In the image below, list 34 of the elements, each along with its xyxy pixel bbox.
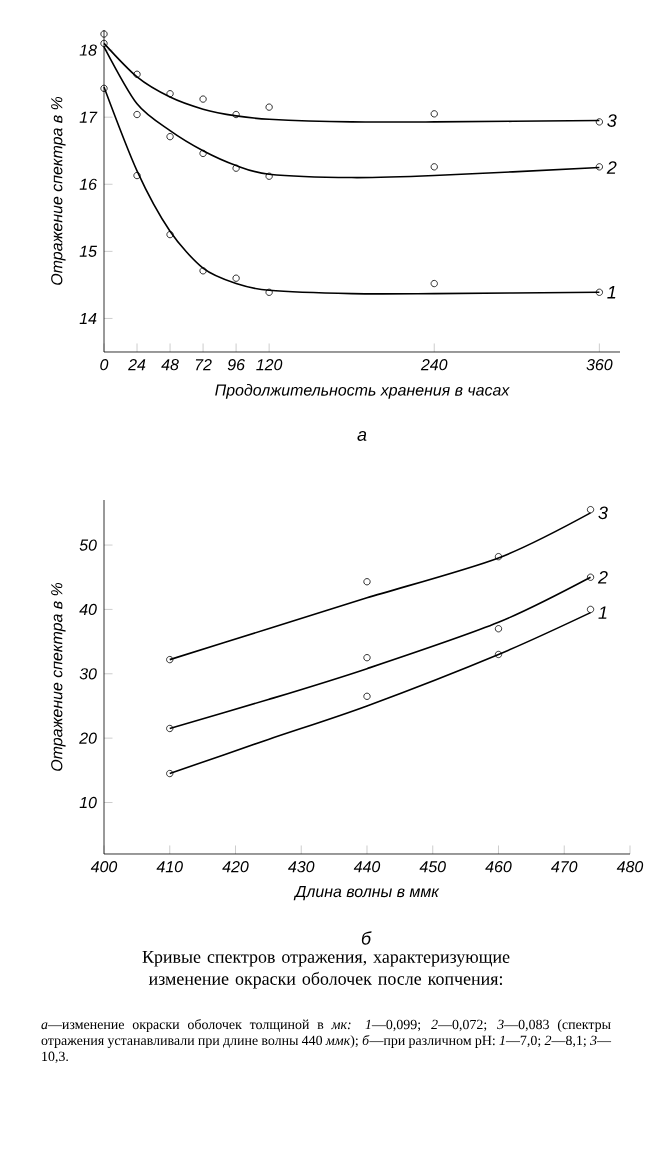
point <box>494 553 503 561</box>
series-label: 3 <box>598 506 608 520</box>
point <box>232 274 240 282</box>
point <box>265 103 273 111</box>
point <box>363 578 371 586</box>
point <box>494 625 503 633</box>
point <box>166 90 174 98</box>
point <box>232 164 240 172</box>
series-label: 2 <box>597 570 608 584</box>
series-label: 1 <box>607 286 616 299</box>
point <box>199 95 207 103</box>
text: б <box>361 931 372 945</box>
point <box>232 110 240 119</box>
point <box>166 231 174 239</box>
point <box>133 70 141 78</box>
point <box>199 149 207 158</box>
series-label: 1 <box>598 606 607 619</box>
point <box>199 267 207 275</box>
series-label: 3 <box>607 114 617 127</box>
point <box>133 171 141 180</box>
point <box>430 110 438 118</box>
point <box>265 172 273 180</box>
point <box>430 163 438 171</box>
point <box>166 133 174 141</box>
text: а <box>357 431 367 441</box>
point <box>363 654 371 662</box>
point <box>100 30 108 38</box>
point <box>133 110 141 119</box>
point <box>430 279 438 288</box>
point <box>363 692 371 700</box>
point <box>265 288 273 296</box>
series-label: 2 <box>606 161 617 174</box>
text: Кривые спектров отражения, характеризующие изменение окраски оболочек после копчения: <box>142 951 510 989</box>
point <box>494 650 503 659</box>
